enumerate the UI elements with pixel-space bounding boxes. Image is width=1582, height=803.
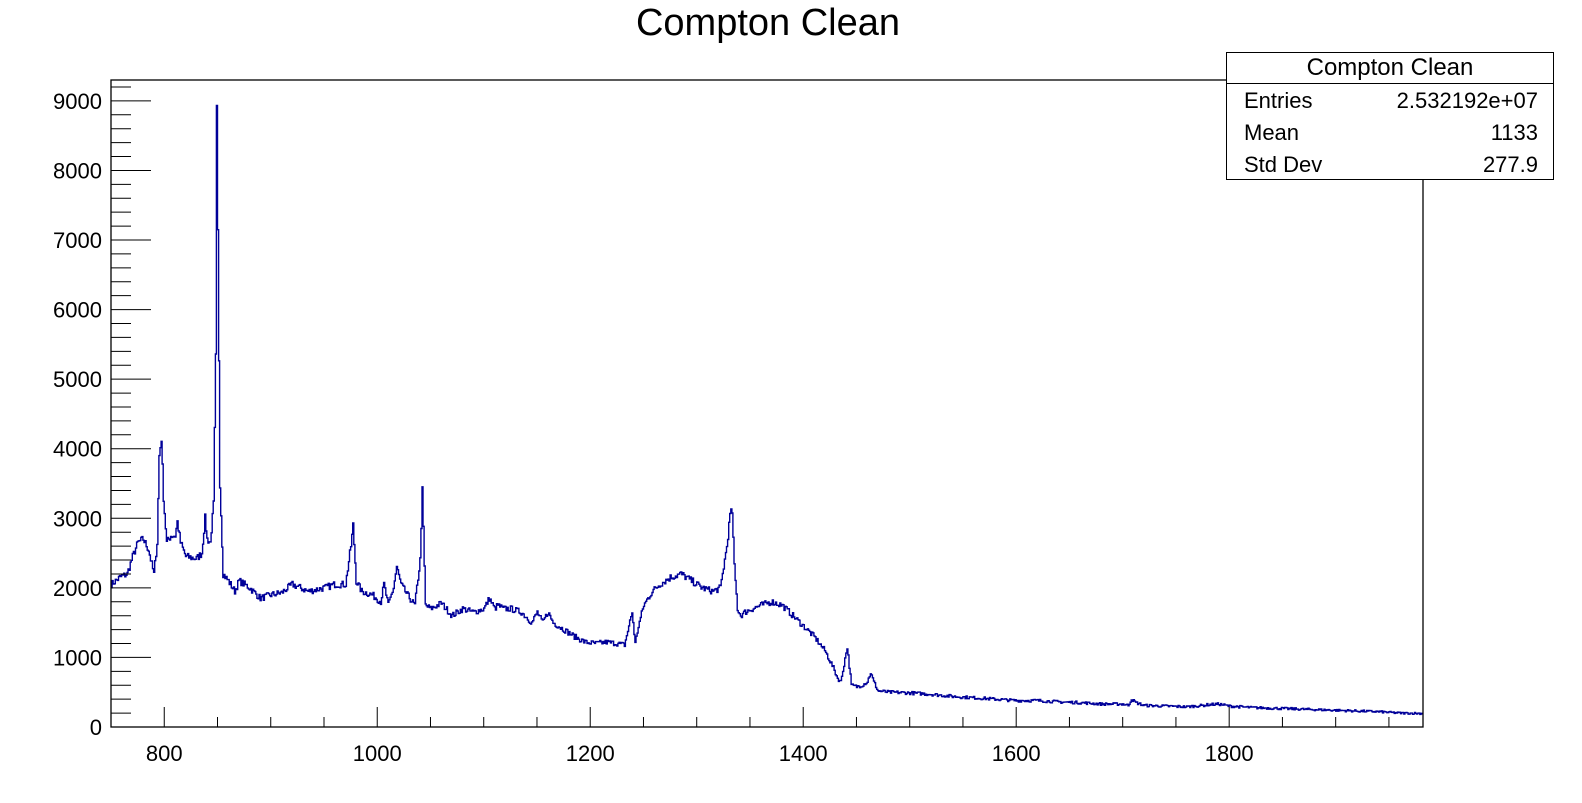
x-tick-label: 1000 [353, 741, 402, 766]
y-tick-label: 5000 [53, 367, 102, 392]
y-tick-label: 1000 [53, 645, 102, 670]
x-tick-label: 1200 [566, 741, 615, 766]
stats-row-entries: Entries 2.532192e+07 [1227, 84, 1553, 116]
axes: 0 1000 2000 3000 4000 5000 6000 7000 8000 9000 800… [53, 79, 1424, 766]
x-tick-label: 1800 [1205, 741, 1254, 766]
stats-row-mean: Mean 1133 [1227, 116, 1553, 148]
stats-title: Compton Clean [1227, 53, 1553, 84]
stats-value-mean: 1133 [1490, 120, 1538, 145]
y-tick-label: 8000 [53, 158, 102, 183]
y-tick-label: 4000 [53, 437, 102, 462]
stats-label-stddev: Std Dev [1244, 152, 1323, 177]
x-tick-label: 800 [146, 741, 183, 766]
stats-label-entries: Entries [1244, 88, 1313, 113]
stats-label-mean: Mean [1244, 120, 1300, 145]
y-tick-label: 9000 [53, 89, 102, 114]
plot-frame [110, 79, 1424, 728]
stats-box: Compton Clean Entries 2.532192e+07 Mean … [1226, 52, 1554, 180]
stats-value-entries: 2.532192e+07 [1396, 88, 1538, 113]
y-tick-label: 7000 [53, 228, 102, 253]
stats-value-stddev: 277.9 [1482, 152, 1538, 177]
y-tick-label: 0 [90, 715, 102, 740]
y-tick-label: 2000 [53, 576, 102, 601]
x-tick-label: 1400 [779, 741, 828, 766]
y-tick-label: 3000 [53, 506, 102, 531]
chart-title: Compton Clean [635, 2, 901, 44]
y-tick-label: 6000 [53, 298, 102, 323]
stats-row-stddev: Std Dev 277.9 [1227, 148, 1553, 180]
spectrum-path [111, 104, 1423, 716]
x-tick-label: 1600 [992, 741, 1041, 766]
spectrum-line [111, 104, 1423, 716]
